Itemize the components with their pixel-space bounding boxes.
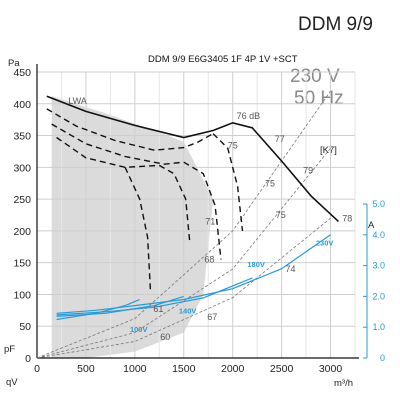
performance-curve [51, 123, 184, 165]
voltage-curve-label: 180V [247, 260, 265, 269]
performance-curve [183, 161, 222, 260]
curve-annotation: 75 [276, 210, 286, 220]
curve-annotation: 71 [205, 217, 215, 227]
x-tick-label: 2000 [221, 363, 245, 375]
voltage-label: 230 V [290, 66, 340, 87]
curve-annotation: 79 [303, 166, 313, 176]
y-axis-label: pF [4, 344, 15, 355]
performance-curve [46, 95, 339, 222]
y-tick-label: 350 [13, 131, 31, 143]
y-tick-label: 250 [13, 194, 31, 206]
performance-curve [212, 133, 244, 231]
y2-tick-label: 2.0 [372, 291, 385, 301]
x-tick-label: 1500 [172, 363, 196, 375]
current-curve [56, 298, 140, 321]
curve-annotation: 74 [286, 264, 296, 274]
y-axis-unit: Pa [8, 58, 20, 69]
voltage-curve-label: 230V [316, 239, 334, 248]
y2-axis-unit: A [368, 220, 375, 231]
y2-tick-label: 3.0 [372, 261, 385, 271]
current-curve [56, 295, 184, 317]
y-tick-label: 0 [25, 353, 31, 365]
lwa-label: LWA [68, 96, 87, 106]
x-tick-label: 500 [77, 363, 95, 375]
performance-curve [124, 167, 152, 292]
x-axis-unit: m³/h [334, 378, 353, 389]
current-curve [56, 277, 253, 316]
current-curve [56, 234, 331, 314]
y-tick-label: 150 [13, 258, 31, 270]
curve-annotation: 75 [228, 140, 238, 150]
curve-annotation: 75 [265, 178, 275, 188]
shaded-operating-region [51, 96, 214, 358]
y2-tick-label: 0 [380, 353, 385, 363]
performance-curve [56, 136, 160, 169]
chart-main-title: DDM 9/9 [298, 14, 373, 35]
x-tick-label: 2500 [270, 363, 294, 375]
y2-tick-label: 4.0 [372, 230, 385, 240]
plot-area: 0 500 1000 1500 2000 2500 30000501001502002503… [13, 64, 385, 375]
y-tick-label: 200 [13, 226, 31, 238]
curve-annotation: 61 [153, 304, 163, 314]
model-designation: DDM 9/9 E6G3405 1F 4P 1V +SCT [148, 54, 298, 65]
y-tick-label: 50 [19, 321, 31, 333]
y2-tick-label: 5.0 [372, 199, 385, 209]
x-tick-label: 3000 [319, 363, 343, 375]
curve-annotation: 68 [204, 255, 214, 265]
y-tick-label: 450 [13, 67, 31, 79]
curve-annotation: 76 dB [237, 111, 261, 121]
performance-curve [158, 164, 191, 241]
x-tick-label: 1000 [123, 363, 147, 375]
x-axis-label: qV [6, 377, 18, 388]
y-tick-label: 300 [13, 162, 31, 174]
y-tick-label: 400 [13, 99, 31, 111]
system-curve [36, 148, 331, 359]
curve-annotation: 77 [275, 134, 285, 144]
y-tick-label: 100 [13, 289, 31, 301]
voltage-curve-label: 140V [179, 306, 197, 315]
system-curve [36, 217, 331, 359]
y2-tick-label: 1.0 [372, 322, 385, 332]
voltage-curve-label: 100V [130, 325, 148, 334]
performance-curve [46, 108, 214, 151]
curve-annotation: 60 [160, 332, 170, 342]
curve-annotation: 67 [207, 312, 217, 322]
curve-annotation: 78 [342, 213, 352, 223]
x-tick-label: 0 [34, 363, 40, 375]
frequency-label: 50 Hz [294, 88, 344, 109]
